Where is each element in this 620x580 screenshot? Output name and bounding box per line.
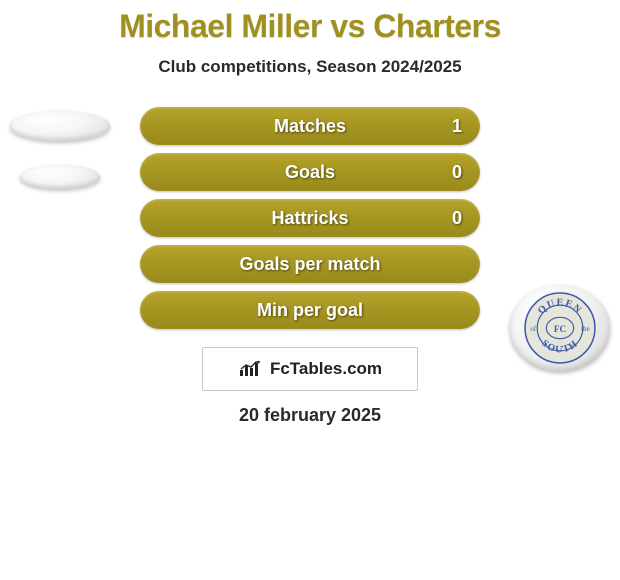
stat-value-right: 0 [452,208,462,229]
stat-label: Hattricks [271,208,348,229]
stat-bar-goals-per-match: Goals per match [140,245,480,283]
stat-label: Min per goal [257,300,363,321]
stat-row: Min per goal [0,291,620,329]
stat-value-right: 1 [452,116,462,137]
comparison-widget: Michael Miller vs Charters Club competit… [0,0,620,426]
page-title: Michael Miller vs Charters [0,8,620,45]
stat-bar-goals: Goals 0 [140,153,480,191]
date-label: 20 february 2025 [0,405,620,426]
stat-row: Goals per match [0,245,620,283]
stat-row: Matches 1 [0,107,620,145]
stat-label: Goals per match [239,254,380,275]
stat-bar-min-per-goal: Min per goal [140,291,480,329]
subtitle: Club competitions, Season 2024/2025 [0,57,620,77]
stat-row: Hattricks 0 [0,199,620,237]
stat-bar-hattricks: Hattricks 0 [140,199,480,237]
stat-label: Goals [285,162,335,183]
branding-box[interactable]: FcTables.com [202,347,418,391]
stat-bar-matches: Matches 1 [140,107,480,145]
stat-value-right: 0 [452,162,462,183]
stats-area: QUEEN SOUTH of the FC Matches 1 Goals 0 [0,107,620,329]
branding-text: FcTables.com [270,359,382,379]
stat-row: Goals 0 [0,153,620,191]
stat-label: Matches [274,116,346,137]
bar-chart-icon [238,360,264,378]
